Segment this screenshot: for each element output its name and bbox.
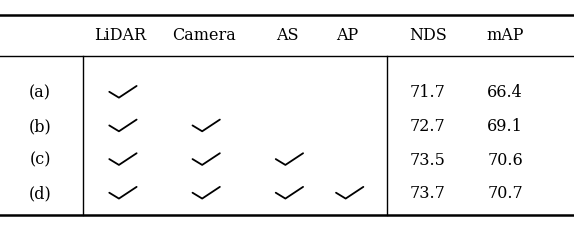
Text: 66.4: 66.4: [487, 84, 523, 101]
Text: NDS: NDS: [409, 27, 447, 44]
Text: (c): (c): [29, 151, 51, 168]
Text: (b): (b): [29, 117, 52, 134]
Text: mAP: mAP: [486, 27, 524, 44]
Text: AP: AP: [336, 27, 358, 44]
Text: LiDAR: LiDAR: [95, 27, 146, 44]
Text: (a): (a): [29, 84, 51, 101]
Text: 70.7: 70.7: [487, 184, 523, 201]
Text: Camera: Camera: [172, 27, 236, 44]
Text: 69.1: 69.1: [487, 117, 523, 134]
Text: 73.5: 73.5: [410, 151, 445, 168]
Text: 73.7: 73.7: [410, 184, 445, 201]
Text: (d): (d): [29, 184, 52, 201]
Text: AS: AS: [276, 27, 298, 44]
Text: 71.7: 71.7: [410, 84, 445, 101]
Text: 72.7: 72.7: [410, 117, 445, 134]
Text: 70.6: 70.6: [487, 151, 523, 168]
